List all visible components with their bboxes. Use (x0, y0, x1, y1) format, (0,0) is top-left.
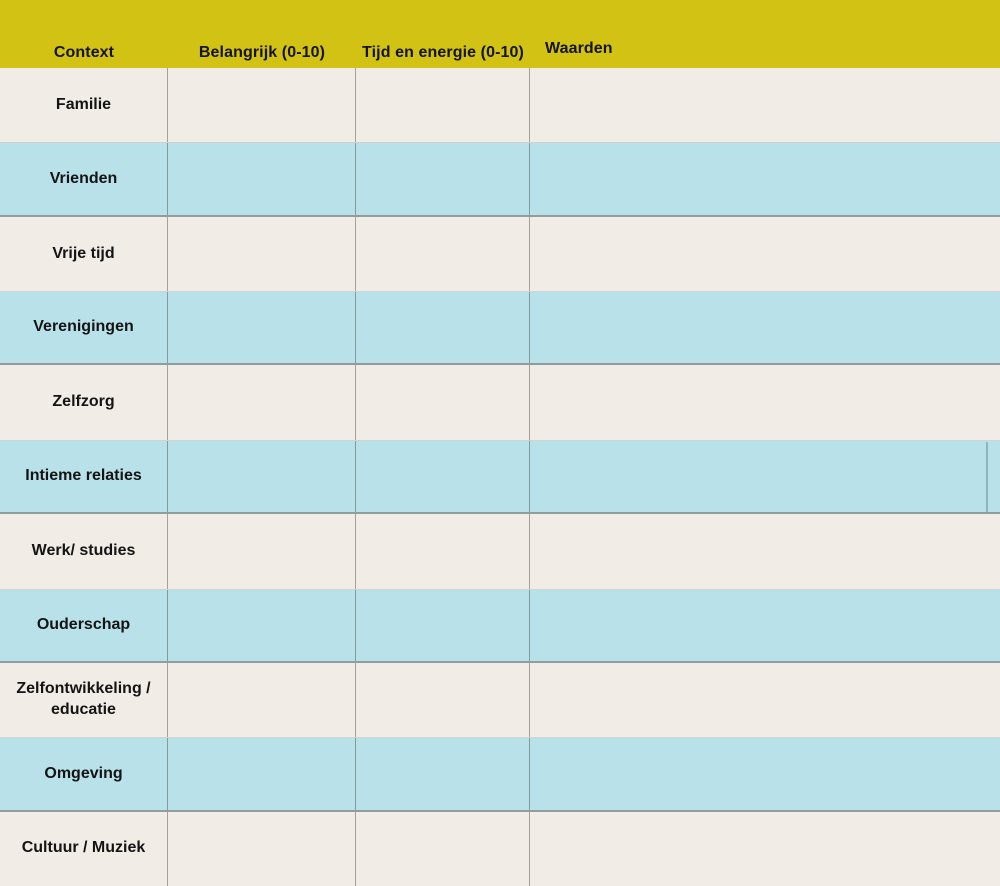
context-cell: Werk/ studies (0, 514, 168, 589)
context-label: Zelfzorg (52, 393, 115, 411)
tijd-en-energie-cell (356, 662, 530, 738)
context-label: Intieme relaties (25, 467, 142, 485)
belangrijk-cell (168, 216, 356, 292)
waarden-cell (530, 738, 1000, 809)
tijd-en-energie-cell (356, 440, 530, 513)
table-row: Omgeving (0, 737, 1000, 812)
context-cell: Omgeving (0, 738, 168, 810)
column-header-tijd-en-energie: Tijd en energie (0-10) (362, 44, 524, 62)
waarden-cell (530, 663, 1000, 737)
tijd-en-energie-cell (356, 811, 530, 886)
tijd-en-energie-cell (356, 365, 530, 440)
table-row: Werk/ studies (0, 514, 1000, 589)
context-cell: Ouderschap (0, 589, 168, 661)
table-row: Zelfontwikkeling / educatie (0, 662, 1000, 738)
table-row: Cultuur / Muziek (0, 811, 1000, 886)
context-label: Verenigingen (33, 318, 134, 336)
column-header-belangrijk: Belangrijk (0-10) (198, 44, 326, 62)
belangrijk-cell (168, 514, 356, 589)
context-label: Ouderschap (36, 615, 131, 633)
context-cell: Zelfontwikkeling / educatie (0, 662, 168, 738)
belangrijk-cell (168, 143, 356, 215)
belangrijk-cell (168, 589, 356, 661)
tijd-en-energie-cell (356, 68, 530, 143)
table-row: Vrienden (0, 142, 1000, 217)
context-cell: Familie (0, 68, 168, 143)
table-row: Zelfzorg (0, 365, 1000, 440)
context-label: Werk/ studies (31, 541, 136, 559)
context-label: Omgeving (44, 764, 123, 782)
table-header: Context Belangrijk (0-10) Tijd en energi… (0, 0, 1000, 68)
context-label: Zelfontwikkeling / educatie (16, 680, 151, 719)
waarden-cell (530, 68, 1000, 142)
belangrijk-cell (168, 662, 356, 738)
belangrijk-cell (168, 738, 356, 810)
waarden-cell (530, 143, 1000, 214)
context-cell: Cultuur / Muziek (0, 811, 168, 886)
context-cell: Vrije tijd (0, 216, 168, 292)
context-cell: Intieme relaties (0, 440, 168, 513)
context-cell: Vrienden (0, 143, 168, 215)
tijd-en-energie-cell (356, 143, 530, 215)
column-header-context: Context (53, 44, 115, 62)
waarden-cell (530, 812, 1000, 886)
tijd-en-energie-cell (356, 514, 530, 589)
table-row: Intieme relaties (0, 439, 1000, 515)
column-header-waarden: Waarden (545, 40, 613, 58)
waarden-cell (530, 441, 1000, 512)
table-row: Verenigingen (0, 291, 1000, 366)
table-row: Ouderschap (0, 588, 1000, 663)
cell-edge-artifact-line (986, 442, 988, 512)
table-row: Familie (0, 68, 1000, 143)
table-row: Vrije tijd (0, 216, 1000, 292)
context-cell: Verenigingen (0, 292, 168, 364)
table-body: Familie Vrienden Vrije tijd Verenigingen Zel… (0, 68, 1000, 886)
belangrijk-cell (168, 365, 356, 440)
waarden-cell (530, 217, 1000, 291)
waarden-cell (530, 514, 1000, 588)
waarden-cell (530, 590, 1000, 661)
context-label: Vrije tijd (52, 244, 115, 262)
tijd-en-energie-cell (356, 292, 530, 364)
context-label: Cultuur / Muziek (21, 839, 146, 857)
tijd-en-energie-cell (356, 216, 530, 292)
tijd-en-energie-cell (356, 738, 530, 810)
tijd-en-energie-cell (356, 589, 530, 661)
waarden-cell (530, 365, 1000, 439)
belangrijk-cell (168, 811, 356, 886)
belangrijk-cell (168, 292, 356, 364)
context-cell: Zelfzorg (0, 365, 168, 440)
belangrijk-cell (168, 440, 356, 513)
context-label: Vrienden (49, 169, 118, 187)
waarden-cell (530, 292, 1000, 363)
context-label: Familie (55, 95, 112, 113)
belangrijk-cell (168, 68, 356, 143)
